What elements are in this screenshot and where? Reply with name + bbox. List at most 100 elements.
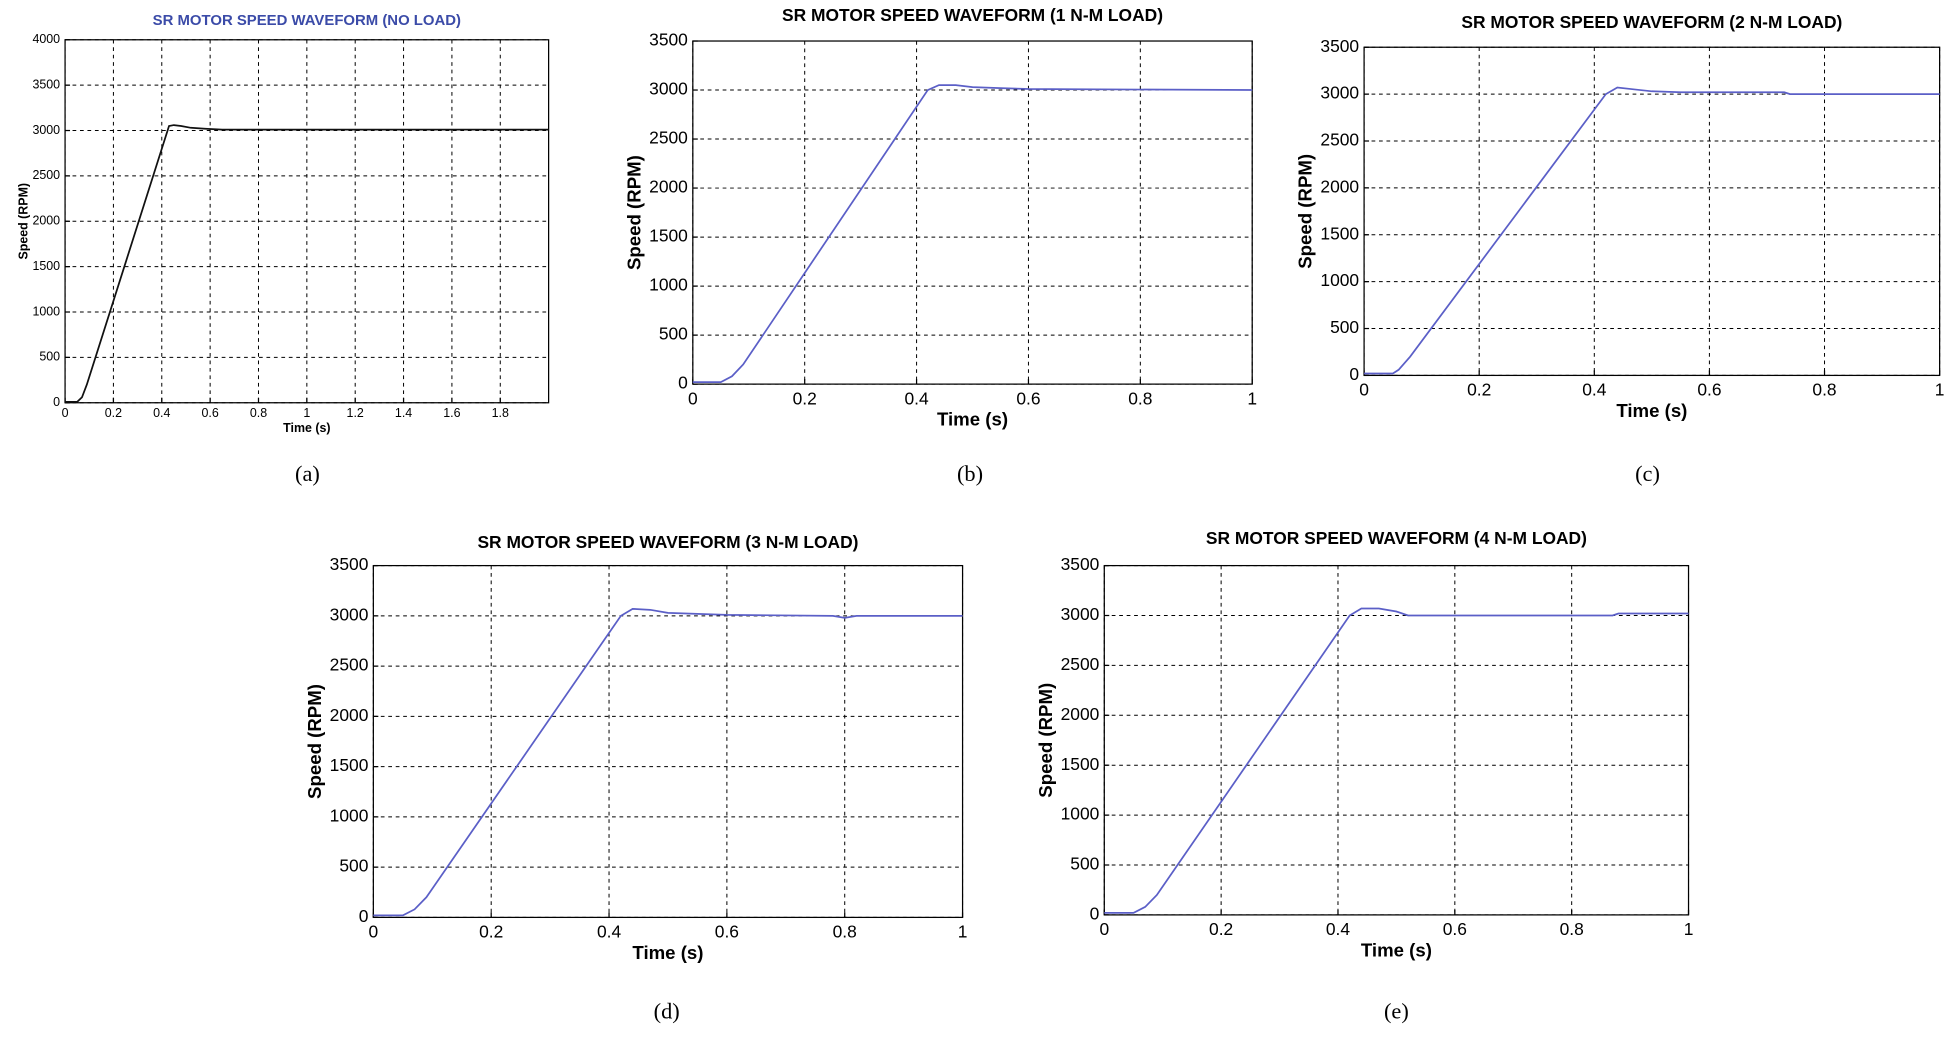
caption: (b) xyxy=(957,461,983,486)
x-tick-label: 1.2 xyxy=(347,406,364,420)
y-tick-label: 2000 xyxy=(32,214,60,228)
y-axis-label: Speed (RPM) xyxy=(304,684,325,799)
plot-area xyxy=(692,41,1253,385)
y-tick-label: 4000 xyxy=(32,32,60,46)
y-tick-label: 2500 xyxy=(32,168,60,182)
y-tick-label: 3000 xyxy=(1061,604,1100,624)
plot-frame xyxy=(64,39,550,404)
y-tick-label: 2500 xyxy=(1061,654,1100,674)
x-tick-label: 0.8 xyxy=(1128,388,1152,408)
caption: (d) xyxy=(654,998,680,1023)
x-tick-label: 0.2 xyxy=(1467,380,1491,400)
y-tick-label: 0 xyxy=(678,373,688,393)
plot-frame xyxy=(692,40,1253,385)
plot-frame xyxy=(1363,46,1941,377)
y-tick-label: 3500 xyxy=(1320,36,1359,56)
y-tick-label: 1000 xyxy=(32,304,60,318)
x-tick-label: 0.4 xyxy=(1582,380,1607,400)
plot-frame xyxy=(372,564,964,919)
x-tick-label: 0.6 xyxy=(1697,380,1721,400)
x-tick-label: 0.8 xyxy=(1560,919,1584,939)
plot-area xyxy=(1104,565,1689,915)
y-tick-label: 3000 xyxy=(649,79,688,99)
y-tick-label: 1500 xyxy=(649,226,688,246)
x-axis-label: Time (s) xyxy=(1616,400,1687,421)
x-tick-label: 0.6 xyxy=(1016,388,1040,408)
y-tick-label: 2000 xyxy=(1320,176,1359,196)
x-tick-label: 0.4 xyxy=(1326,919,1351,939)
speed-line xyxy=(692,84,1253,384)
x-tick-label: 1 xyxy=(303,406,310,420)
y-tick-label: 3000 xyxy=(1320,83,1359,103)
x-tick-label: 1 xyxy=(1684,919,1694,939)
x-axis-label: Time (s) xyxy=(1361,939,1432,960)
x-tick-label: 0.2 xyxy=(105,406,122,420)
x-tick-label: 1.4 xyxy=(395,406,412,420)
y-tick-label: 3500 xyxy=(32,77,60,91)
x-tick-label: 1 xyxy=(1247,388,1257,408)
y-tick-label: 500 xyxy=(339,856,368,876)
chart-title: SR MOTOR SPEED WAVEFORM (NO LOAD) xyxy=(153,13,461,29)
y-tick-label: 2500 xyxy=(649,128,688,148)
x-tick-label: 0 xyxy=(369,922,379,942)
chart-title: SR MOTOR SPEED WAVEFORM (3 N-M LOAD) xyxy=(477,532,858,552)
y-tick-label: 1500 xyxy=(1320,223,1359,243)
x-tick-label: 1 xyxy=(1935,380,1945,400)
x-tick-label: 1.6 xyxy=(443,406,460,420)
y-tick-label: 500 xyxy=(39,350,60,364)
x-tick-label: 0.6 xyxy=(1443,919,1467,939)
x-tick-label: 1.8 xyxy=(492,406,509,420)
x-tick-label: 0 xyxy=(62,406,69,420)
y-tick-label: 3500 xyxy=(1061,554,1100,574)
y-tick-label: 1000 xyxy=(1320,270,1359,290)
x-tick-label: 0.2 xyxy=(793,388,817,408)
speed-line xyxy=(1364,86,1940,375)
x-tick-label: 0 xyxy=(1099,919,1109,939)
y-tick-label: 3000 xyxy=(32,123,60,137)
x-tick-label: 0 xyxy=(1359,380,1369,400)
x-tick-label: 0.8 xyxy=(1812,380,1836,400)
y-tick-label: 500 xyxy=(1330,317,1359,337)
y-tick-label: 0 xyxy=(1349,364,1359,384)
y-tick-label: 0 xyxy=(1090,904,1100,924)
y-tick-label: 2500 xyxy=(330,655,369,675)
x-tick-label: 0.2 xyxy=(1209,919,1233,939)
x-axis-label: Time (s) xyxy=(632,942,703,963)
caption: (a) xyxy=(295,461,320,486)
x-tick-label: 0.6 xyxy=(201,406,218,420)
y-axis-label: Speed (RPM) xyxy=(623,155,644,270)
y-tick-label: 500 xyxy=(1070,854,1099,874)
plot-area xyxy=(373,565,963,918)
y-tick-label: 1000 xyxy=(649,275,688,295)
speed-line xyxy=(373,607,963,917)
y-tick-label: 1500 xyxy=(1061,754,1100,774)
y-tick-label: 2000 xyxy=(330,705,369,725)
y-tick-label: 500 xyxy=(659,324,688,344)
y-tick-label: 2000 xyxy=(1061,704,1100,724)
y-tick-label: 3000 xyxy=(330,604,369,624)
y-axis-label: Speed (RPM) xyxy=(1295,154,1316,269)
y-axis-label: Speed (RPM) xyxy=(1035,683,1056,798)
x-axis-label: Time (s) xyxy=(283,421,330,435)
caption: (e) xyxy=(1384,998,1409,1023)
x-tick-label: 0.8 xyxy=(833,922,857,942)
x-tick-label: 0.4 xyxy=(904,388,929,408)
x-tick-label: 0 xyxy=(688,388,698,408)
y-tick-label: 0 xyxy=(359,906,369,926)
y-tick-label: 2000 xyxy=(649,177,688,197)
y-axis-label: Speed (RPM) xyxy=(16,183,30,260)
x-tick-label: 0.6 xyxy=(715,922,739,942)
y-tick-label: 1000 xyxy=(1061,804,1100,824)
x-tick-label: 0.2 xyxy=(479,922,503,942)
plot-frame xyxy=(1103,564,1690,916)
y-tick-label: 3500 xyxy=(649,30,688,50)
chart-title: SR MOTOR SPEED WAVEFORM (2 N-M LOAD) xyxy=(1461,12,1842,32)
speed-line xyxy=(65,124,549,403)
chart-title: SR MOTOR SPEED WAVEFORM (1 N-M LOAD) xyxy=(782,5,1163,25)
y-tick-label: 1500 xyxy=(32,259,60,273)
x-axis-label: Time (s) xyxy=(937,409,1008,430)
caption: (c) xyxy=(1635,461,1660,486)
y-tick-label: 1000 xyxy=(330,805,369,825)
